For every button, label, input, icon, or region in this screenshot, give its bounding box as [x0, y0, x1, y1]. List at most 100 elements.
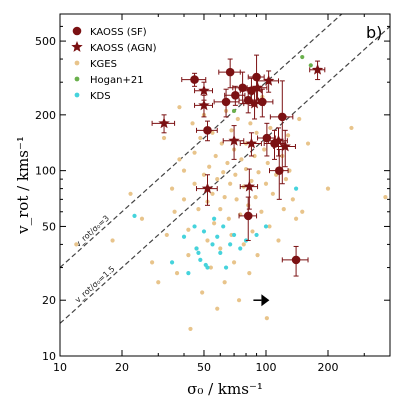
- data-point-small: [132, 213, 137, 218]
- data-point-circle: [243, 211, 253, 221]
- data-point-small: [205, 238, 210, 243]
- x-tick-label: 200: [317, 361, 338, 374]
- data-point-small: [161, 135, 167, 141]
- data-point-star: [279, 140, 291, 152]
- data-point-small: [186, 253, 191, 258]
- data-point-small: [192, 150, 197, 155]
- data-point-small: [243, 166, 249, 172]
- data-point-small: [221, 224, 226, 229]
- reference-line-labels: v_rot/σ₀=3 v_rot/σ₀=1.5: [73, 214, 116, 305]
- data-point-small: [190, 121, 195, 126]
- data-point-small: [248, 121, 253, 126]
- data-point-small: [174, 271, 180, 276]
- data-point-small: [264, 316, 269, 321]
- data-point-small: [194, 246, 199, 251]
- data-point-small: [290, 197, 295, 202]
- data-point-small: [285, 133, 291, 138]
- legend: KAOSS (SF) KAOSS (AGN) KGES Hogan+21 KDS: [71, 26, 157, 102]
- data-point-small: [222, 194, 227, 200]
- data-point-small: [305, 141, 311, 146]
- data-point-small: [177, 157, 182, 162]
- data-point-small: [228, 242, 233, 247]
- data-point-small: [128, 191, 133, 196]
- data-point-small: [231, 108, 237, 114]
- data-point-small: [239, 157, 244, 162]
- data-point-small: [253, 194, 258, 200]
- x-tick-label: 10: [53, 361, 67, 374]
- y-tick-label: 10: [42, 350, 56, 363]
- data-point-small: [300, 209, 305, 214]
- data-point-small: [215, 306, 220, 311]
- data-point-small: [181, 168, 187, 173]
- panel-tag: b): [366, 23, 382, 42]
- y-tick-label: 20: [42, 294, 56, 307]
- legend-label: KGES: [90, 59, 117, 70]
- data-point-circle: [203, 126, 212, 135]
- data-point-small: [293, 216, 299, 221]
- legend-label: KAOSS (AGN): [90, 43, 157, 54]
- data-point-small: [164, 232, 169, 238]
- y-axis-label: v_rot / kms⁻¹: [14, 136, 32, 235]
- data-point-small: [169, 260, 175, 265]
- data-point-small: [234, 197, 239, 202]
- x-tick-label: 100: [255, 361, 276, 374]
- data-point-small: [383, 194, 388, 200]
- data-point-small: [228, 181, 233, 186]
- data-point-small: [349, 125, 354, 131]
- data-point-small: [262, 147, 267, 152]
- data-point-small: [238, 246, 243, 251]
- data-point-small: [196, 207, 201, 212]
- data-point-small: [192, 224, 197, 229]
- legend-label: KAOSS (SF): [90, 27, 147, 38]
- data-point-small: [198, 257, 203, 262]
- data-point-small: [218, 250, 223, 255]
- data-point-small: [263, 181, 269, 186]
- data-point-small: [231, 232, 237, 238]
- data-point-small: [259, 209, 264, 214]
- data-point-small: [186, 227, 191, 232]
- data-point-small: [254, 232, 259, 238]
- data-point-small: [268, 125, 273, 131]
- legend-marker: [71, 41, 83, 52]
- data-point-small: [213, 153, 218, 159]
- annotations: [253, 294, 270, 307]
- data-point-star: [311, 63, 324, 75]
- data-point-small: [265, 160, 270, 166]
- data-point-small: [210, 191, 215, 196]
- data-point-small: [139, 216, 145, 221]
- data-point-small: [250, 229, 255, 234]
- data-point-star: [228, 134, 240, 146]
- legend-marker: [74, 60, 80, 66]
- data-point-small: [267, 224, 272, 229]
- data-point-small: [201, 172, 207, 177]
- data-point-small: [226, 216, 231, 221]
- data-point-circle: [274, 166, 284, 175]
- x-tick-label: 20: [115, 361, 129, 374]
- data-point-small: [297, 116, 302, 122]
- reference-line: [60, 25, 390, 324]
- data-point-small: [208, 265, 213, 270]
- data-point-small: [325, 186, 331, 191]
- data-point-small: [276, 238, 281, 243]
- data-point-circle: [225, 67, 235, 77]
- data-point-small: [181, 234, 187, 239]
- data-point-small: [254, 130, 259, 135]
- data-point-small: [215, 234, 220, 239]
- data-point-circle: [247, 86, 256, 95]
- data-point-small: [186, 271, 191, 276]
- x-axis-label: σ₀ / kms⁻¹: [187, 380, 263, 398]
- axis-ticks: 10 20 50 100 200 10 20 50 100 200 500: [35, 13, 391, 374]
- data-point-star: [262, 74, 275, 86]
- data-point-star: [201, 182, 214, 194]
- data-point-small: [308, 63, 313, 68]
- data-point-small: [207, 164, 212, 169]
- data-point-small: [210, 242, 215, 247]
- data-point-small: [229, 128, 234, 133]
- x-tick-label: 50: [197, 361, 211, 374]
- data-point-circle: [221, 97, 231, 107]
- data-point-small: [221, 170, 226, 175]
- data-point-small: [249, 178, 254, 184]
- data-point-small: [255, 253, 260, 258]
- data-point-star: [243, 180, 256, 192]
- legend-label: KDS: [90, 91, 111, 102]
